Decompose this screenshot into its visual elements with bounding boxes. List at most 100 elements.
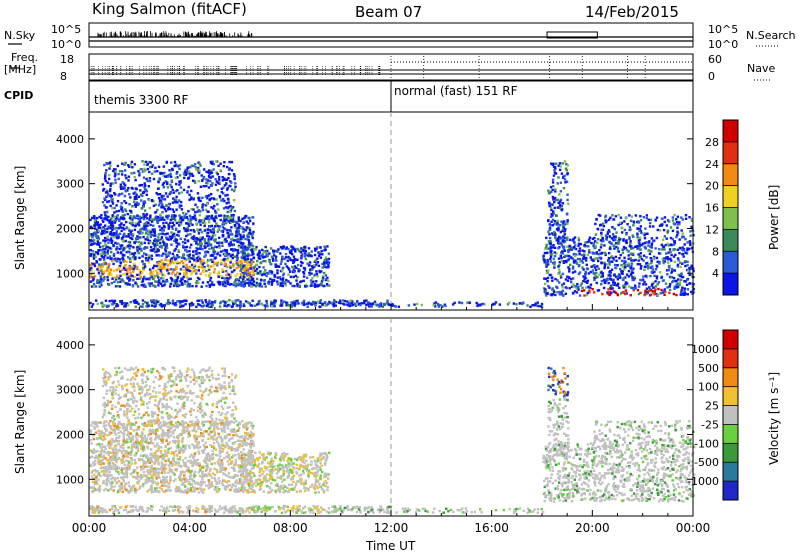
- data-cell: [256, 253, 259, 256]
- data-cell: [167, 202, 171, 206]
- data-cell: [683, 293, 686, 297]
- data-cell: [204, 298, 207, 302]
- data-cell: [330, 301, 333, 305]
- data-cell: [648, 287, 652, 291]
- data-cell: [609, 274, 612, 277]
- data-cell: [169, 191, 172, 195]
- data-cell: [564, 181, 567, 184]
- data-cell: [133, 256, 137, 259]
- data-cell: [615, 259, 618, 263]
- data-cell: [248, 271, 252, 274]
- data-cell: [279, 269, 283, 273]
- data-cell: [143, 215, 146, 219]
- freq-panel-frame: [88, 53, 694, 81]
- data-cell: [566, 198, 569, 202]
- data-cell: [138, 230, 141, 234]
- data-cell: [217, 282, 221, 285]
- data-cell: [187, 219, 190, 222]
- data-cell: [196, 259, 200, 262]
- data-cell: [262, 273, 265, 276]
- data-cell: [132, 200, 136, 204]
- data-cell: [209, 161, 213, 164]
- data-cell: [234, 302, 237, 305]
- data-cell: [118, 247, 121, 251]
- data-cell: [139, 189, 142, 192]
- data-cell: [167, 223, 170, 226]
- data-cell: [236, 258, 239, 261]
- data-cell: [180, 300, 183, 303]
- data-cell: [166, 208, 170, 211]
- data-cell: [264, 245, 267, 249]
- data-cell: [634, 258, 637, 262]
- data-cell: [648, 240, 651, 243]
- data-cell: [341, 299, 345, 302]
- data-cell: [140, 168, 143, 171]
- data-cell: [518, 301, 522, 305]
- data-cell: [204, 195, 208, 198]
- data-cell: [657, 281, 661, 284]
- data-cell: [555, 285, 558, 289]
- data-cell: [334, 300, 338, 304]
- data-cell: [238, 282, 242, 286]
- data-cell: [228, 283, 232, 286]
- data-cell: [240, 256, 243, 259]
- data-cell: [139, 275, 143, 279]
- data-cell: [163, 477, 167, 480]
- data-cell: [577, 242, 581, 245]
- data-cell: [323, 265, 326, 268]
- data-cell: [156, 169, 159, 173]
- data-cell: [245, 269, 248, 272]
- data-cell: [94, 230, 97, 234]
- data-cell: [194, 203, 197, 206]
- data-cell: [595, 281, 598, 285]
- data-cell: [112, 300, 115, 303]
- data-cell: [155, 219, 159, 223]
- data-cell: [113, 175, 117, 178]
- data-cell: [549, 251, 553, 255]
- data-cell: [626, 223, 629, 226]
- data-cell: [201, 480, 204, 484]
- data-cell: [174, 302, 177, 305]
- data-cell: [234, 249, 238, 252]
- data-cell: [603, 280, 606, 284]
- data-cell: [160, 479, 163, 482]
- data-cell: [604, 252, 607, 256]
- data-cell: [545, 294, 548, 297]
- data-cell: [108, 194, 111, 198]
- data-cell: [145, 253, 148, 256]
- data-cell: [351, 303, 355, 307]
- data-cell: [174, 201, 177, 204]
- data-cell: [176, 242, 180, 245]
- data-cell: [579, 284, 583, 287]
- data-cell: [567, 266, 570, 269]
- data-cell: [152, 284, 155, 287]
- data-cell: [326, 284, 329, 287]
- data-cell: [638, 263, 642, 266]
- data-cell: [237, 265, 241, 269]
- data-cell: [96, 268, 99, 271]
- data-cell: [205, 261, 208, 264]
- data-cell: [558, 261, 561, 264]
- data-cell: [549, 206, 553, 209]
- data-cell: [553, 168, 556, 172]
- data-cell: [118, 258, 122, 261]
- data-cell: [187, 487, 190, 491]
- data-cell: [592, 242, 596, 245]
- data-cell: [127, 233, 130, 236]
- data-cell: [460, 301, 464, 305]
- data-cell: [89, 273, 92, 276]
- data-cell: [109, 182, 112, 185]
- data-cell: [243, 255, 247, 258]
- data-cell: [287, 255, 290, 259]
- data-cell: [103, 204, 106, 207]
- data-cell: [270, 255, 274, 258]
- data-cell: [152, 301, 156, 304]
- data-cell: [575, 287, 579, 290]
- data-cell: [305, 276, 309, 279]
- data-cell: [637, 292, 641, 296]
- data-cell: [185, 229, 188, 232]
- data-cell: [148, 179, 152, 183]
- data-cell: [114, 241, 117, 245]
- data-cell: [267, 282, 270, 285]
- data-cell: [638, 244, 642, 247]
